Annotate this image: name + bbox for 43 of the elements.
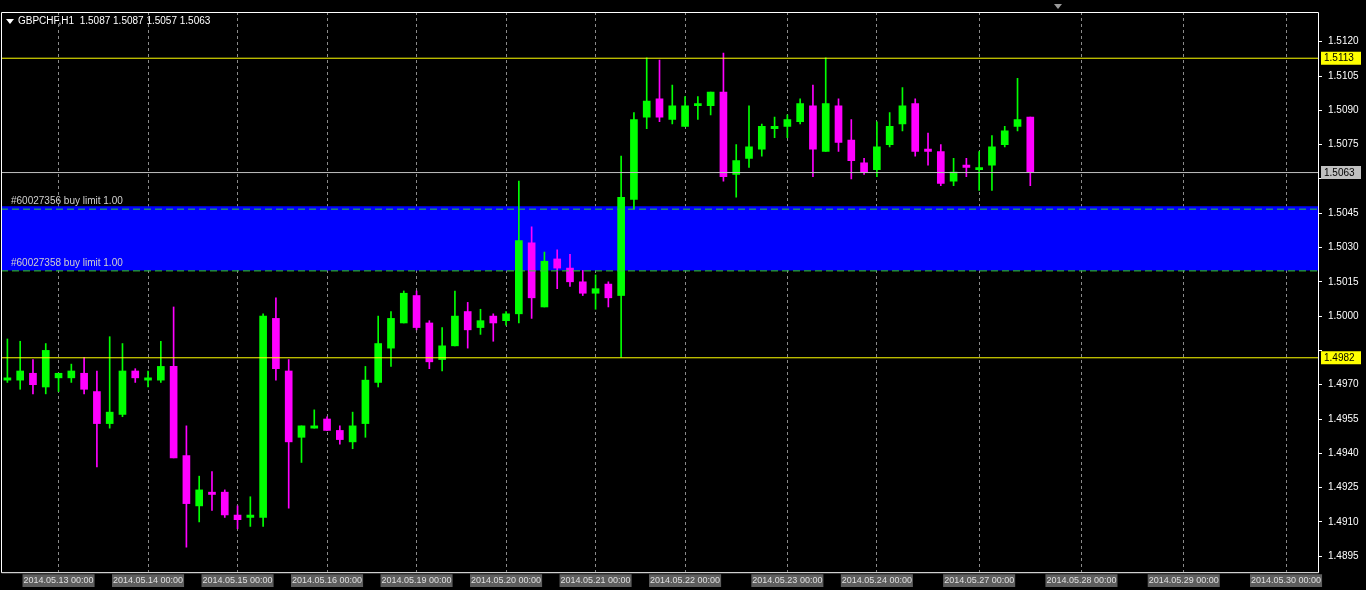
x-tick-label: 2014.05.14 00:00 bbox=[113, 575, 184, 586]
x-tick-label: 2014.05.21 00:00 bbox=[560, 575, 631, 586]
ref-line-label: 1.5113 bbox=[1324, 52, 1355, 64]
x-tick-label: 2014.05.16 00:00 bbox=[292, 575, 363, 586]
candlestick bbox=[694, 96, 702, 120]
y-tick-label: 1.4940 bbox=[1328, 447, 1360, 459]
ref-line-label: 1.4982 bbox=[1324, 352, 1356, 364]
candlestick bbox=[105, 336, 114, 429]
candlestick bbox=[208, 471, 216, 511]
candlestick bbox=[642, 57, 651, 129]
y-tick-label: 1.5090 bbox=[1328, 104, 1360, 116]
candlestick bbox=[975, 151, 983, 191]
y-tick-label: 1.4970 bbox=[1328, 378, 1360, 390]
y-tick-label: 1.4910 bbox=[1328, 515, 1360, 527]
y-tick-label: 1.5045 bbox=[1328, 206, 1360, 218]
y-tick-label: 1.4895 bbox=[1328, 549, 1360, 561]
x-tick-label: 2014.05.20 00:00 bbox=[471, 575, 542, 586]
ref-line-label: #60027358 buy limit 1.00 bbox=[11, 257, 124, 269]
y-tick-label: 1.5030 bbox=[1328, 241, 1360, 253]
candlestick bbox=[489, 313, 498, 342]
y-tick-label: 1.5000 bbox=[1328, 309, 1360, 321]
candlestick bbox=[16, 340, 25, 390]
x-tick-label: 2014.05.19 00:00 bbox=[381, 575, 452, 586]
x-tick-label: 2014.05.15 00:00 bbox=[202, 575, 273, 586]
candlestick bbox=[924, 132, 932, 166]
x-tick-label: 2014.05.30 00:00 bbox=[1250, 575, 1322, 586]
chart-title: GBPCHF,H1 1.5087 1.5087 1.5057 1.5063 bbox=[18, 15, 211, 26]
x-tick-label: 2014.05.29 00:00 bbox=[1148, 575, 1219, 586]
x-tick-label: 2014.05.22 00:00 bbox=[650, 575, 721, 586]
ref-line-label: 1.5063 bbox=[1324, 166, 1356, 178]
candlestick bbox=[745, 105, 753, 168]
y-tick-label: 1.5015 bbox=[1328, 275, 1360, 287]
y-tick-label: 1.4955 bbox=[1328, 412, 1360, 424]
x-tick-label: 2014.05.27 00:00 bbox=[944, 575, 1015, 586]
y-tick-label: 1.5105 bbox=[1328, 69, 1360, 81]
x-tick-label: 2014.05.28 00:00 bbox=[1046, 575, 1117, 586]
y-tick-label: 1.5120 bbox=[1328, 35, 1360, 47]
ref-line-label: #60027356 buy limit 1.00 bbox=[11, 195, 124, 207]
x-tick-label: 2014.05.23 00:00 bbox=[752, 575, 823, 586]
x-tick-label: 2014.05.24 00:00 bbox=[841, 575, 912, 586]
y-tick-label: 1.5075 bbox=[1328, 138, 1360, 150]
y-tick-label: 1.4925 bbox=[1328, 481, 1360, 493]
x-tick-label: 2014.05.13 00:00 bbox=[23, 575, 94, 586]
